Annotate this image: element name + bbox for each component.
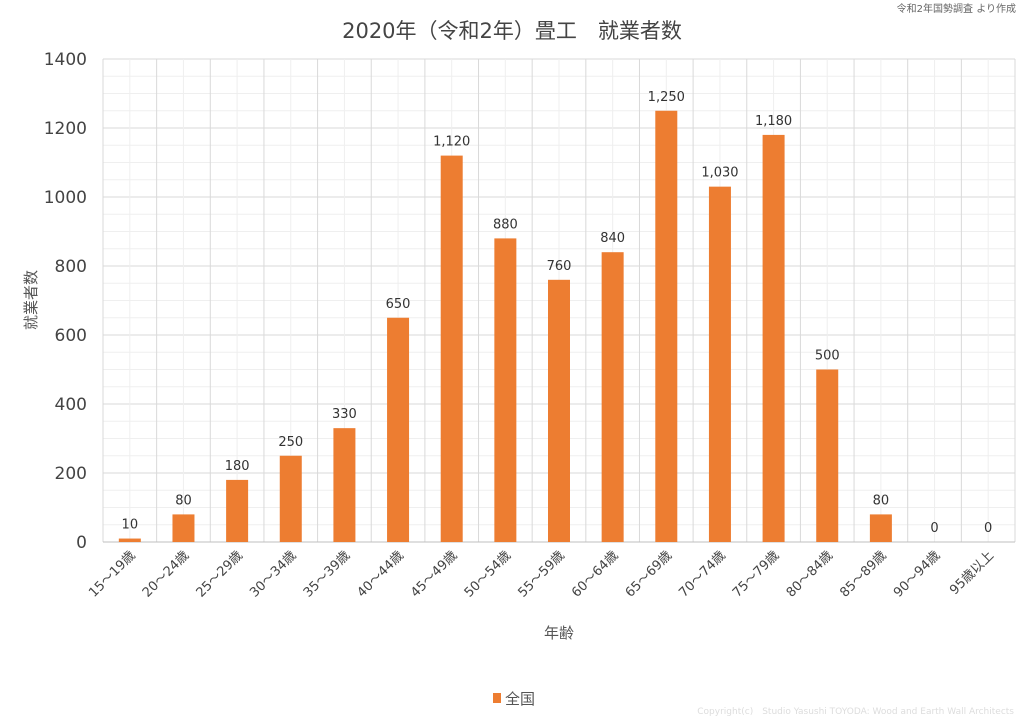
data-label: 180 (225, 459, 250, 474)
y-tick-label: 1000 (44, 188, 87, 208)
bar (869, 514, 892, 542)
data-label: 250 (278, 435, 303, 450)
data-label: 0 (984, 521, 992, 536)
copyright: Copyright(c) Studio Yasushi TOYODA: Wood… (697, 707, 1014, 717)
bar (708, 186, 731, 542)
data-label: 1,180 (755, 114, 792, 129)
bar (494, 238, 517, 542)
x-tick-label: 20～24歳 (140, 548, 192, 600)
chart-title: 2020年（令和2年）畳工 就業者数 (342, 19, 682, 43)
data-label: 1,120 (433, 135, 470, 150)
bar (333, 428, 356, 542)
data-label: 80 (873, 493, 890, 508)
x-tick-label: 70～74歳 (676, 548, 728, 600)
x-tick-label: 30～34歳 (247, 548, 299, 600)
source-note: 令和2年国勢調査 より作成 (896, 4, 1016, 15)
data-label: 1,030 (701, 166, 738, 181)
data-label: 10 (122, 518, 139, 533)
y-axis-title: 就業者数 (22, 270, 40, 330)
data-label: 650 (386, 297, 411, 312)
y-tick-label: 1200 (44, 119, 87, 139)
data-label: 0 (930, 521, 938, 536)
bar (172, 514, 195, 542)
data-label: 840 (600, 231, 625, 246)
x-tick-label: 40～44歳 (354, 548, 406, 600)
y-tick-label: 800 (55, 257, 87, 277)
bar (655, 110, 678, 542)
bar (762, 134, 785, 542)
x-tick-label: 25～29歳 (194, 548, 246, 600)
data-label: 880 (493, 217, 518, 232)
y-tick-label: 1400 (44, 50, 87, 70)
x-tick-label: 55～59歳 (515, 548, 567, 600)
y-tick-label: 400 (55, 395, 87, 415)
bar (548, 279, 570, 542)
x-tick-label: 15～19歳 (86, 548, 138, 600)
bar (226, 479, 249, 542)
x-tick-label: 35～39歳 (301, 548, 353, 600)
y-tick-label: 0 (76, 533, 87, 553)
x-tick-label: 80～84歳 (784, 548, 836, 600)
bar (816, 369, 839, 542)
data-label: 80 (175, 493, 192, 508)
data-label: 760 (547, 259, 572, 274)
bar (440, 155, 463, 542)
bar (118, 538, 141, 542)
y-tick-label: 200 (55, 464, 87, 484)
bar (601, 252, 624, 542)
data-label: 500 (815, 349, 840, 364)
x-tick-label: 60～64歳 (569, 548, 621, 600)
x-tick-label: 95歳以上 (947, 548, 997, 598)
data-label: 1,250 (648, 90, 685, 105)
x-tick-label: 75～79歳 (730, 548, 782, 600)
x-tick-label: 45～49歳 (408, 548, 460, 600)
y-tick-label: 600 (55, 326, 87, 346)
x-tick-label: 90～94歳 (891, 548, 943, 600)
bar (387, 317, 410, 542)
bar (279, 455, 302, 542)
x-tick-label: 50～54歳 (462, 548, 514, 600)
x-axis-title: 年齢 (544, 624, 574, 642)
data-label: 330 (332, 407, 357, 422)
x-tick-label: 85～89歳 (837, 548, 889, 600)
x-tick-label: 65～69歳 (623, 548, 675, 600)
legend-label: 全国 (505, 690, 535, 708)
legend-swatch (493, 693, 501, 703)
